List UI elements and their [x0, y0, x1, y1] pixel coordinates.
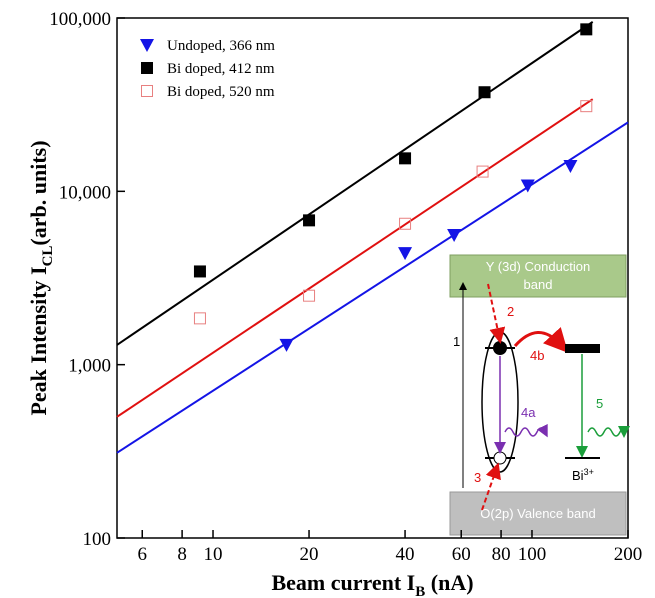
arrow-3: [481, 462, 501, 511]
fit-line: [116, 98, 594, 418]
x-tick-label: 40: [396, 544, 415, 565]
marker-open-square: [580, 100, 593, 113]
fit-line: [116, 21, 594, 346]
marker-triangle: [398, 247, 413, 261]
bi-label-base: Bi: [572, 468, 584, 483]
marker-triangle: [563, 160, 578, 174]
wave-5: [587, 425, 630, 438]
x-tick-label: 80: [492, 544, 511, 565]
conduction-band: [449, 254, 627, 298]
step-label: 5: [596, 396, 603, 411]
step-label: 3: [474, 470, 481, 485]
y-tick-label: 100,000: [49, 9, 111, 30]
wave-4a: [504, 423, 548, 438]
y-axis-title-text: Peak Intensity I: [26, 266, 51, 415]
legend-label: Bi doped, 412 nm: [167, 61, 275, 77]
marker-open-square: [399, 217, 412, 230]
x-tick-label: 60: [452, 544, 471, 565]
y-axis-title-sub: CL: [40, 246, 56, 267]
fit-line: [116, 121, 629, 454]
x-axis-title-after: (nA): [425, 570, 473, 595]
marker-open-square: [476, 165, 489, 178]
y-axis-title-after: (arb. units): [26, 140, 51, 245]
bi-label: Bi3+: [572, 467, 594, 483]
plot-frame: [116, 17, 629, 539]
valence-band: [449, 491, 627, 536]
hole: [493, 451, 507, 465]
marker-open-square: [303, 289, 316, 302]
marker-square: [303, 214, 316, 227]
marker-square: [193, 265, 206, 278]
bi-label-sup: 3+: [584, 467, 594, 477]
legend-label: Bi doped, 520 nm: [167, 84, 275, 100]
step-label: 4a: [521, 405, 536, 420]
y-tick-label: 10,000: [59, 182, 111, 203]
marker-square: [580, 23, 593, 36]
x-tick-label: 20: [300, 544, 319, 565]
valence-label: O(2p) Valence band: [480, 506, 595, 521]
arrow-2: [487, 283, 506, 344]
marker-open-square: [193, 312, 206, 325]
marker-triangle: [279, 338, 294, 352]
y-tick-label: 1,000: [68, 356, 111, 377]
marker-open-square: [141, 85, 153, 97]
step-label: 2: [507, 304, 514, 319]
conduction-label: Y (3d) Conduction: [486, 259, 591, 274]
inset-diagram: Y (3d) Conduction band O(2p) Valence ban…: [117, 17, 630, 539]
electron: [493, 341, 507, 355]
legend-label: Undoped, 366 nm: [167, 38, 275, 54]
x-axis-title-sub: B: [415, 584, 425, 598]
marker-square: [478, 86, 491, 99]
x-tick-label: 100: [518, 544, 547, 565]
marker-square: [399, 152, 412, 165]
conduction-label: band: [524, 277, 553, 292]
marker-triangle: [447, 228, 462, 242]
marker-square: [141, 62, 153, 74]
x-tick-label: 200: [614, 544, 643, 565]
step-label: 4b: [530, 348, 544, 363]
x-axis-title-text: Beam current I: [271, 570, 415, 595]
x-tick-label: 6: [138, 544, 148, 565]
x-tick-label: 8: [177, 544, 187, 565]
x-axis-title: Beam current IB (nA): [271, 570, 473, 598]
arrow-4b: [513, 327, 569, 353]
y-tick-label: 100: [83, 529, 112, 550]
x-tick-label: 10: [204, 544, 223, 565]
marker-triangle: [520, 179, 535, 193]
bi-level: [565, 344, 600, 353]
y-axis-title: Peak Intensity ICL(arb. units): [26, 140, 56, 415]
step-label: 1: [453, 334, 460, 349]
marker-triangle: [140, 39, 154, 52]
